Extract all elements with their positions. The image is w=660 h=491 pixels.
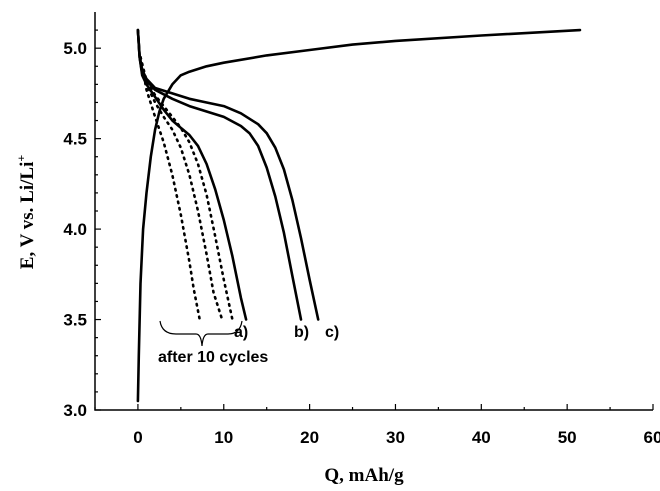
label-a: a) — [234, 324, 248, 341]
series-line-6 — [139, 55, 234, 321]
x-tick-label: 60 — [644, 428, 660, 447]
series-line-2 — [136, 28, 303, 321]
x-tick-label: 10 — [214, 428, 233, 447]
series-line-0 — [136, 28, 582, 403]
curves — [136, 28, 582, 403]
y-tick-label: 4.0 — [63, 220, 87, 239]
x-tick-label: 40 — [472, 428, 491, 447]
label-b: b) — [294, 324, 309, 341]
label-after-10-cycles: after 10 cycles — [158, 349, 268, 366]
x-tick-label: 20 — [300, 428, 319, 447]
series-line-5 — [139, 55, 224, 321]
cycle-brace — [159, 320, 243, 347]
series-line-1 — [136, 28, 248, 321]
x-axis-title: Q, mAh/g — [324, 465, 404, 486]
label-c: c) — [325, 324, 339, 341]
y-tick-label: 4.5 — [63, 130, 87, 149]
x-tick-label: 50 — [558, 428, 577, 447]
x-tick-label: 0 — [133, 428, 142, 447]
axes: 0 10 20 30 40 50 60 3.0 3.5 4.0 4.5 5.0 — [63, 12, 660, 447]
y-axis-title: E, V vs. Li/Li+ — [14, 155, 38, 270]
y-tick-label: 3.0 — [63, 401, 87, 420]
y-tick-label: 3.5 — [63, 311, 87, 330]
y-tick-label: 5.0 — [63, 39, 87, 58]
series-line-4 — [139, 55, 201, 321]
x-tick-label: 30 — [386, 428, 405, 447]
